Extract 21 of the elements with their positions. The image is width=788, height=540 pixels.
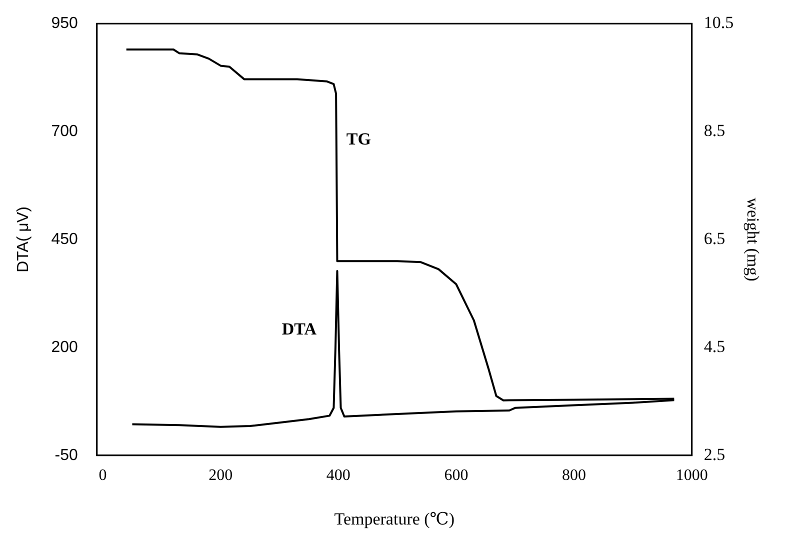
y-tick-label: 450 [51,230,78,248]
x-tick-label: 0 [98,467,107,484]
y2-axis-title: weight (mg) [743,198,762,282]
x-tick-label: 600 [444,467,468,484]
y2-tick-label: 10.5 [704,13,734,32]
y-axis-title: DTA( μV) [15,206,32,272]
y-tick-label: 200 [51,338,78,356]
x-tick-label: 1000 [676,467,708,484]
x-tick-label: 200 [208,467,233,484]
x-tick-label: 800 [562,467,586,484]
annotation: DTA [282,320,318,339]
y-tick-label: 950 [51,15,78,32]
y2-tick-label: 2.5 [704,444,726,464]
y-tick-label: 700 [51,122,78,140]
annotation: TG [346,130,371,149]
y2-tick-label: 4.5 [704,336,726,356]
x-axis-title: Temperature (℃) [334,509,454,528]
x-tick-label: 400 [326,467,350,484]
y2-tick-label: 8.5 [704,121,726,140]
y-tick-label: -50 [54,446,78,464]
y2-tick-label: 6.5 [704,228,726,248]
